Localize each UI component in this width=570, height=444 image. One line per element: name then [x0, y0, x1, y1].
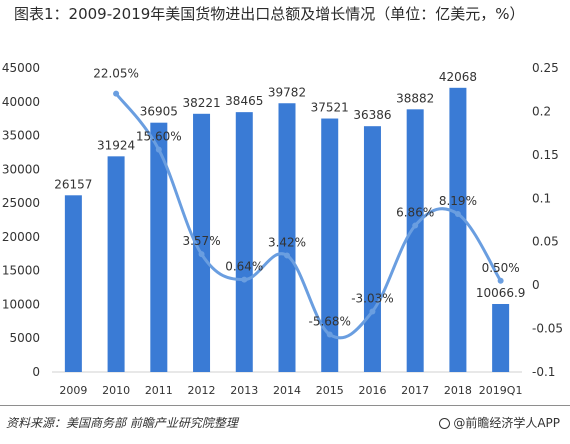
- x-tick-label: 2012: [188, 384, 216, 397]
- bar-value-label: 39782: [268, 85, 306, 99]
- growth-rate-points: [113, 90, 504, 338]
- growth-rate-point: [155, 146, 162, 153]
- growth-rate-point: [369, 308, 376, 315]
- x-tick-label: 2009: [59, 384, 87, 397]
- bar-value-label: 38221: [182, 96, 220, 110]
- x-axis-labels: 2009 2010 2011 2012 2013 2014 2015 2016 2017 2018…: [59, 384, 522, 397]
- right-tick-label: 0.05: [532, 235, 559, 249]
- brand-text: @前瞻经济学人APP: [453, 416, 560, 430]
- growth-rate-label: -5.68%: [309, 314, 351, 328]
- growth-rate-label: 8.19%: [439, 194, 477, 208]
- x-tick-label: 2014: [273, 384, 301, 397]
- bar: [150, 122, 168, 373]
- right-axis-ticks: -0.1 -0.05 0 0.05 0.1 0.15 0.2 0.25: [532, 61, 563, 379]
- growth-rate-labels: 22.05% 15.60% 3.57% 0.64% 3.42% -5.68%-3.03% 6…: [93, 67, 519, 329]
- bar-value-label: 42068: [439, 70, 477, 84]
- bar: [321, 118, 339, 372]
- bar-series: [64, 87, 510, 373]
- x-tick-label: 2010: [102, 384, 130, 397]
- growth-rate-line: [114, 92, 502, 340]
- right-tick-label: 0.2: [532, 104, 551, 118]
- left-tick-label: 25000: [2, 196, 40, 210]
- growth-rate-point: [241, 276, 248, 283]
- right-tick-label: -0.1: [532, 365, 555, 379]
- growth-rate-point: [326, 331, 333, 338]
- growth-rate-point: [454, 211, 461, 218]
- bar: [193, 113, 211, 373]
- bar: [406, 109, 424, 372]
- left-tick-label: 30000: [2, 162, 40, 176]
- left-tick-label: 0: [32, 365, 40, 379]
- x-tick-label: 2019Q1: [479, 384, 523, 397]
- left-tick-label: 15000: [2, 264, 40, 278]
- growth-rate-label: 15.60%: [136, 130, 182, 144]
- bar: [363, 126, 381, 372]
- bar: [64, 195, 82, 372]
- growth-rate-point: [412, 222, 419, 229]
- right-tick-label: 0.15: [532, 148, 559, 162]
- growth-rate-point: [497, 277, 504, 284]
- growth-rate-label: 22.05%: [93, 67, 139, 81]
- bar: [278, 103, 296, 372]
- growth-rate-label: 0.50%: [482, 261, 520, 275]
- right-tick-label: -0.05: [532, 322, 563, 336]
- right-tick-label: 0.1: [532, 191, 551, 205]
- left-tick-label: 20000: [2, 230, 40, 244]
- source-note: 资料来源：美国商务部 前瞻产业研究院整理: [6, 416, 238, 430]
- x-tick-label: 2013: [230, 384, 258, 397]
- bar: [107, 156, 125, 372]
- left-tick-label: 10000: [2, 297, 40, 311]
- bar-value-label: 36386: [353, 108, 391, 122]
- left-axis-ticks: 0 5000 10000 15000 20000 25000 30000 35000 40000…: [2, 61, 40, 379]
- right-tick-label: 0.25: [532, 61, 559, 75]
- bar-value-label: 31924: [97, 138, 135, 152]
- x-tick-label: 2017: [401, 384, 429, 397]
- x-tick-label: 2016: [358, 384, 386, 397]
- left-tick-label: 40000: [2, 95, 40, 109]
- x-tick-label: 2011: [145, 384, 173, 397]
- brand-logo-icon: [439, 418, 451, 429]
- chart-title: 图表1：2009-2019年美国货物进出口总额及增长情况（单位：亿美元，%）: [14, 5, 525, 23]
- footer-divider: [0, 405, 570, 406]
- brand-label: @前瞻经济学人APP: [439, 414, 560, 431]
- bar: [235, 112, 253, 372]
- bar: [492, 303, 510, 372]
- growth-rate-label: -3.03%: [351, 291, 393, 305]
- bar-value-label: 10066.9: [476, 286, 526, 300]
- x-tick-label: 2018: [444, 384, 472, 397]
- bar-value-label: 36905: [140, 105, 178, 119]
- left-tick-label: 45000: [2, 61, 40, 75]
- bar: [449, 87, 467, 373]
- bar-value-label: 38465: [225, 94, 263, 108]
- left-tick-label: 5000: [9, 331, 40, 345]
- growth-rate-label: 3.42%: [268, 235, 306, 249]
- right-tick-label: 0: [532, 278, 540, 292]
- left-tick-label: 35000: [2, 129, 40, 143]
- growth-rate-point: [113, 90, 120, 97]
- bar-value-labels: 26157 31924 36905 38221 38465 39782 37521 36386…: [54, 70, 525, 300]
- growth-rate-label: 3.57%: [182, 234, 220, 248]
- growth-rate-point: [198, 251, 205, 258]
- growth-rate-label: 0.64%: [225, 260, 263, 274]
- bar-value-label: 26157: [54, 177, 92, 191]
- growth-rate-label: 6.86%: [396, 206, 434, 220]
- growth-rate-point: [284, 252, 290, 259]
- x-tick-label: 2015: [316, 384, 344, 397]
- bar-value-label: 38882: [396, 91, 434, 105]
- bar-value-label: 37521: [311, 101, 349, 115]
